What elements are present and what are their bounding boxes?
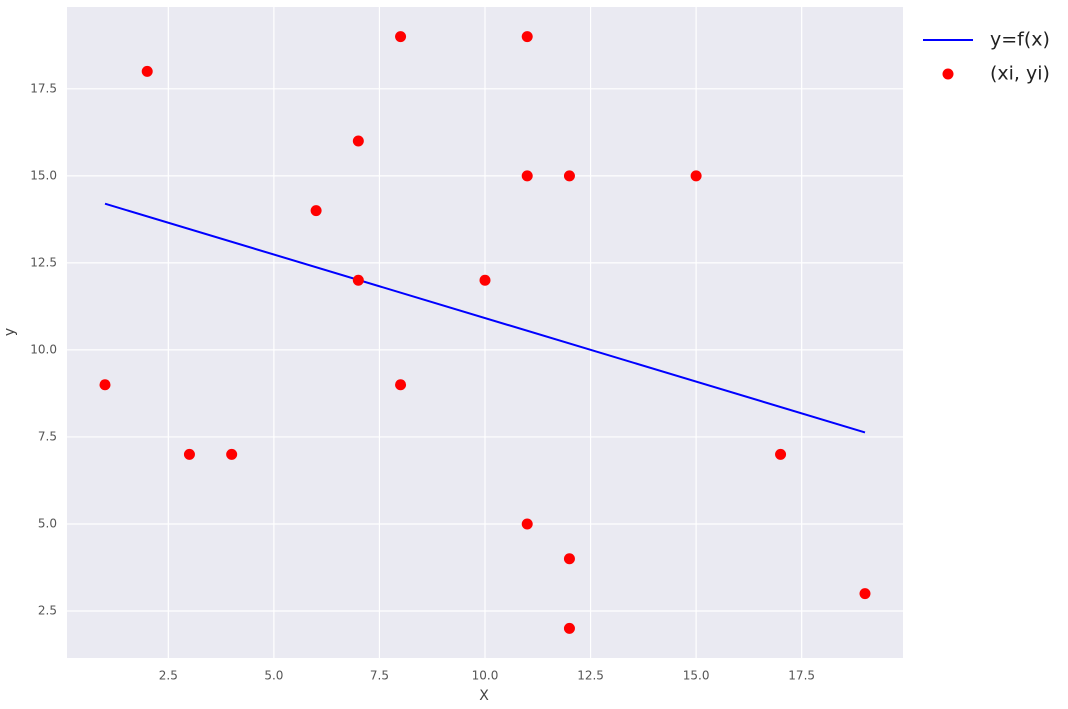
- y-tick-label: 5.0: [38, 516, 57, 530]
- y-tick-label: 15.0: [30, 168, 57, 182]
- point: [775, 448, 787, 460]
- point: [395, 31, 407, 43]
- x-tick-label: 10.0: [472, 669, 499, 683]
- y-tick-label: 7.5: [38, 429, 57, 443]
- point: [521, 518, 533, 530]
- point: [352, 274, 364, 286]
- point: [99, 379, 111, 391]
- point: [859, 588, 871, 600]
- point: [226, 448, 238, 460]
- point: [395, 379, 407, 391]
- x-tick-label: 17.5: [788, 669, 815, 683]
- line: [104, 202, 866, 434]
- point: [183, 448, 195, 460]
- y-tick-label: 17.5: [30, 81, 57, 95]
- x-tick-label: 5.0: [264, 669, 283, 683]
- y-tick-label: 10.0: [30, 342, 57, 356]
- legend-label: y=f(x): [990, 29, 1050, 51]
- x-tick-label: 15.0: [683, 669, 710, 683]
- x-tick-label: 7.5: [370, 669, 389, 683]
- y-axis-label: y: [2, 328, 18, 336]
- point: [352, 135, 364, 147]
- x-tick-label: 2.5: [159, 669, 178, 683]
- y-tick-label: 2.5: [38, 604, 57, 618]
- point: [690, 170, 702, 182]
- point: [521, 31, 533, 43]
- point: [310, 205, 322, 217]
- point: [563, 170, 575, 182]
- point: [479, 274, 491, 286]
- y-tick-label: 12.5: [30, 255, 57, 269]
- point: [521, 170, 533, 182]
- point: [563, 622, 575, 634]
- legend-swatch: [942, 68, 954, 80]
- point: [563, 553, 575, 565]
- point: [141, 65, 153, 77]
- legend-label: (xi, yi): [990, 63, 1050, 85]
- x-tick-label: 12.5: [577, 669, 604, 683]
- x-axis-label: X: [479, 688, 489, 704]
